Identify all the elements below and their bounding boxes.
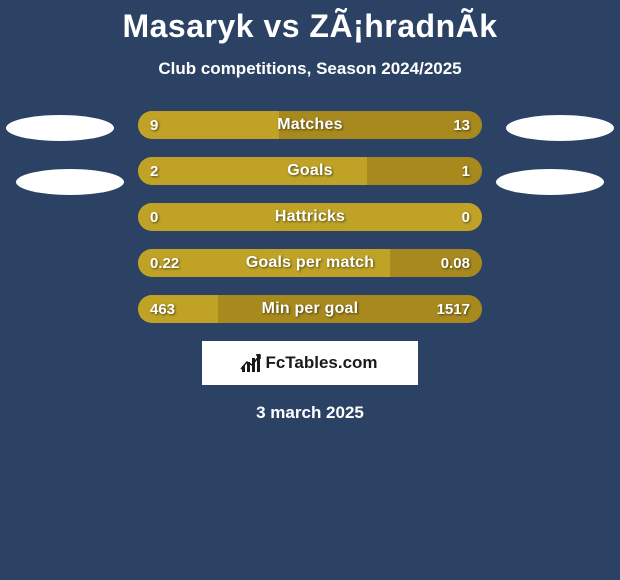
avatar-right-2 bbox=[496, 169, 604, 195]
comparison-chart: 9Matches13 2Goals1 0Hattricks0 0.22Goals pe… bbox=[0, 111, 620, 423]
row-value-right: 1 bbox=[462, 157, 470, 185]
row-value-right: 0 bbox=[462, 203, 470, 231]
avatar-right-1 bbox=[506, 115, 614, 141]
trend-line-icon bbox=[240, 352, 262, 374]
comparison-row: 0Hattricks0 bbox=[138, 203, 482, 231]
row-label: Goals bbox=[138, 157, 482, 185]
comparison-rows: 9Matches13 2Goals1 0Hattricks0 0.22Goals pe… bbox=[138, 111, 482, 323]
avatar-left-1 bbox=[6, 115, 114, 141]
comparison-row: 0.22Goals per match0.08 bbox=[138, 249, 482, 277]
bar-chart-icon bbox=[242, 354, 260, 372]
page-title: Masaryk vs ZÃ¡hradnÃk bbox=[0, 8, 620, 45]
row-value-right: 1517 bbox=[437, 295, 470, 323]
comparison-row: 463Min per goal1517 bbox=[138, 295, 482, 323]
row-label: Matches bbox=[138, 111, 482, 139]
footer-date: 3 march 2025 bbox=[0, 403, 620, 423]
row-label: Goals per match bbox=[138, 249, 482, 277]
row-label: Hattricks bbox=[138, 203, 482, 231]
avatar-left-2 bbox=[16, 169, 124, 195]
page-subtitle: Club competitions, Season 2024/2025 bbox=[0, 59, 620, 79]
comparison-row: 2Goals1 bbox=[138, 157, 482, 185]
page-container: Masaryk vs ZÃ¡hradnÃk Club competitions,… bbox=[0, 0, 620, 423]
row-label: Min per goal bbox=[138, 295, 482, 323]
comparison-row: 9Matches13 bbox=[138, 111, 482, 139]
brand-text: FcTables.com bbox=[265, 353, 377, 373]
row-value-right: 0.08 bbox=[441, 249, 470, 277]
row-value-right: 13 bbox=[453, 111, 470, 139]
brand-box: FcTables.com bbox=[202, 341, 418, 385]
